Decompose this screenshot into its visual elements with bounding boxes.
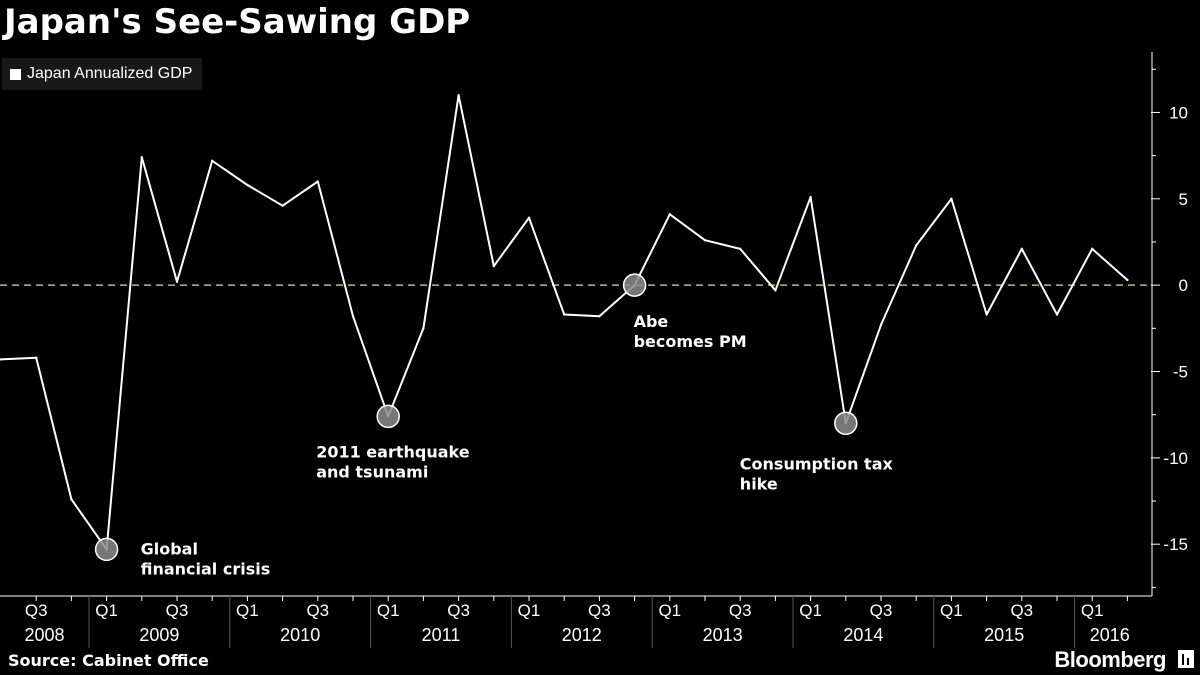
data-point — [1020, 247, 1023, 251]
data-point — [351, 315, 355, 318]
y-tick-label: 5 — [1179, 190, 1188, 209]
data-point — [35, 356, 38, 359]
y-tick-label: -5 — [1173, 362, 1188, 381]
gdp-series-line — [0, 94, 1129, 551]
data-point — [1126, 278, 1129, 282]
data-point — [211, 159, 214, 162]
x-year-label: 2013 — [703, 625, 743, 645]
data-point — [915, 244, 918, 247]
data-point — [668, 213, 671, 216]
data-point — [281, 204, 284, 207]
x-quarter-label: Q1 — [1081, 601, 1104, 620]
x-quarter-label: Q3 — [588, 601, 611, 620]
annotation-label: Global — [141, 539, 198, 558]
x-year-label: 2012 — [562, 625, 602, 645]
annotation-marker — [94, 537, 119, 562]
bloomberg-terminal-icon — [1178, 650, 1194, 668]
data-point — [422, 327, 425, 330]
data-point — [774, 289, 777, 292]
data-point — [985, 313, 988, 316]
data-point — [1055, 313, 1059, 316]
data-point — [809, 195, 812, 199]
data-point — [175, 280, 179, 283]
data-point — [563, 313, 566, 316]
x-quarter-label: Q1 — [95, 601, 118, 620]
legend-label: Japan Annualized GDP — [27, 65, 193, 82]
annotation-label: and tsunami — [316, 462, 428, 481]
annotation-label: Consumption tax — [740, 454, 894, 473]
x-year-label: 2016 — [1090, 625, 1130, 645]
annotation-marker — [376, 404, 400, 429]
x-year-label: 2009 — [139, 625, 179, 645]
x-year-label: 2015 — [984, 625, 1024, 645]
annotation-label: 2011 earthquake — [316, 442, 470, 461]
y-tick-label: 0 — [1179, 276, 1188, 295]
legend-swatch — [10, 68, 21, 80]
x-quarter-label: Q3 — [729, 601, 752, 620]
data-point — [1091, 247, 1094, 251]
x-quarter-label: Q1 — [658, 601, 681, 620]
data-point — [739, 247, 742, 251]
y-tick-label: -15 — [1163, 535, 1188, 554]
source-note: Source: Cabinet Office — [8, 651, 209, 670]
x-year-label: 2014 — [843, 625, 883, 645]
data-point — [457, 93, 460, 97]
x-quarter-label: Q3 — [306, 601, 329, 620]
x-quarter-label: Q3 — [25, 601, 48, 620]
x-quarter-label: Q3 — [166, 601, 189, 620]
bloomberg-logo: Bloomberg — [1054, 647, 1166, 672]
x-quarter-label: Q1 — [940, 601, 963, 620]
data-point — [950, 197, 953, 200]
x-quarter-label: Q3 — [447, 601, 470, 620]
annotation-label: becomes PM — [634, 332, 747, 351]
data-point — [598, 315, 601, 318]
x-quarter-label: Q1 — [377, 601, 400, 620]
annotation-label: financial crisis — [141, 559, 271, 578]
annotation-label: Abe — [634, 312, 669, 331]
x-year-label: 2010 — [280, 625, 320, 645]
annotation-marker — [834, 411, 858, 436]
data-point — [527, 216, 531, 219]
data-point — [246, 183, 249, 187]
data-point — [879, 323, 883, 327]
legend: Japan Annualized GDP — [2, 58, 203, 90]
data-point — [316, 180, 319, 183]
x-quarter-label: Q1 — [236, 601, 259, 620]
data-point — [492, 264, 495, 268]
annotation-label: hike — [740, 474, 778, 493]
data-point — [140, 156, 143, 159]
y-tick-label: 10 — [1169, 103, 1188, 122]
y-tick-label: -10 — [1163, 449, 1188, 468]
data-point — [703, 239, 707, 242]
annotation-marker — [622, 273, 647, 297]
x-year-label: 2008 — [24, 625, 64, 645]
x-quarter-label: Q1 — [799, 601, 822, 620]
x-quarter-label: Q3 — [870, 601, 893, 620]
chart-title: Japan's See-Sawing GDP — [4, 2, 471, 42]
x-quarter-label: Q3 — [1010, 601, 1033, 620]
data-point — [0, 358, 3, 361]
x-quarter-label: Q1 — [518, 601, 541, 620]
x-year-label: 2011 — [422, 625, 461, 645]
data-point — [70, 498, 73, 501]
